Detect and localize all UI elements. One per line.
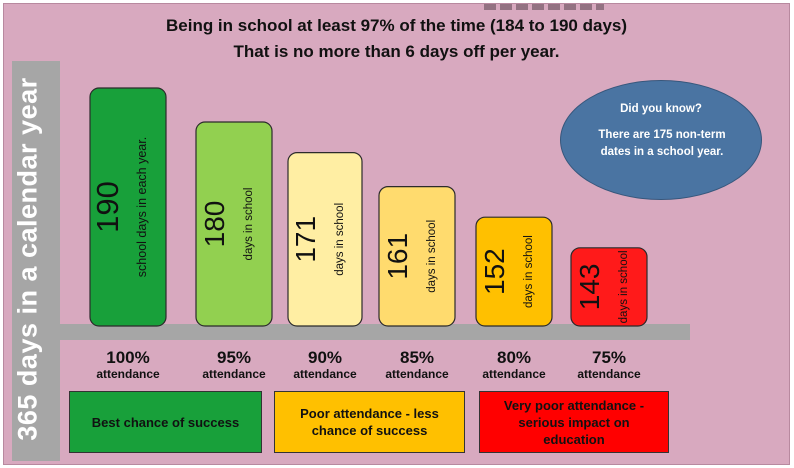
category-sublabel: attendance [293,367,357,381]
bar-value-label: 180 [199,201,230,248]
legend-poor-attendance: Poor attendance - less chance of success [274,391,465,453]
legend-very-poor-attendance: Very poor attendance - serious impact on… [479,391,669,453]
bar-chart: 190 school days in each year. 180 days in s… [89,87,648,327]
category-sublabel: attendance [202,367,266,381]
category-percent: 85% [399,348,435,367]
bar-caption-label: days in school [334,203,346,276]
bar-value-label: 190 [90,181,125,233]
header-line-2: That is no more than 6 days off per year… [233,42,560,61]
bar [570,247,648,327]
bar-group: 161 days in school [378,186,456,327]
category-percent: 75% [591,348,627,367]
category-percent: 95% [216,348,252,367]
bar-caption-label: days in school [243,188,255,261]
header-decoration [484,4,604,10]
bar-value-label: 171 [290,216,321,263]
bar-value-label: 161 [382,233,413,280]
callout-text: There are 175 non-term dates in a school… [598,129,726,158]
bar-caption-label: days in school [618,250,630,323]
attendance-infographic: Being in school at least 97% of the time… [3,3,790,465]
bar-group: 143 days in school [570,247,648,327]
category-sublabel: attendance [96,367,160,381]
category-label: 75% attendance [559,348,659,381]
bar-group: 152 days in school [475,216,553,327]
category-percent: 90% [307,348,343,367]
bar-group: 171 days in school [287,152,363,327]
bar [287,152,363,327]
bar [475,216,553,327]
bar-value-label: 152 [479,248,510,295]
bar [378,186,456,327]
category-sublabel: attendance [385,367,449,381]
did-you-know-callout: Did you know? There are 175 non-term dat… [560,80,762,200]
bar [195,121,273,327]
x-axis-baseline [60,324,690,340]
category-label: 95% attendance [184,348,284,381]
bar [89,87,167,327]
category-label: 100% attendance [78,348,178,381]
bar-group: 190 school days in each year. [89,87,167,327]
category-percent: 80% [496,348,532,367]
category-label: 80% attendance [464,348,564,381]
bar-value-label: 143 [574,264,605,311]
header-line-1: Being in school at least 97% of the time… [165,16,628,35]
legend-best-chance: Best chance of success [69,391,262,453]
category-label: 90% attendance [275,348,375,381]
category-sublabel: attendance [482,367,546,381]
bar-caption-label: school days in each year. [135,137,149,277]
category-label: 85% attendance [367,348,467,381]
bar-caption-label: days in school [523,235,535,308]
bar-caption-label: days in school [426,220,438,293]
category-sublabel: attendance [577,367,641,381]
y-axis-bar [12,61,60,461]
bar-group: 180 days in school [195,121,273,327]
category-percent: 100% [106,348,150,367]
callout-question: Did you know? [620,103,702,115]
